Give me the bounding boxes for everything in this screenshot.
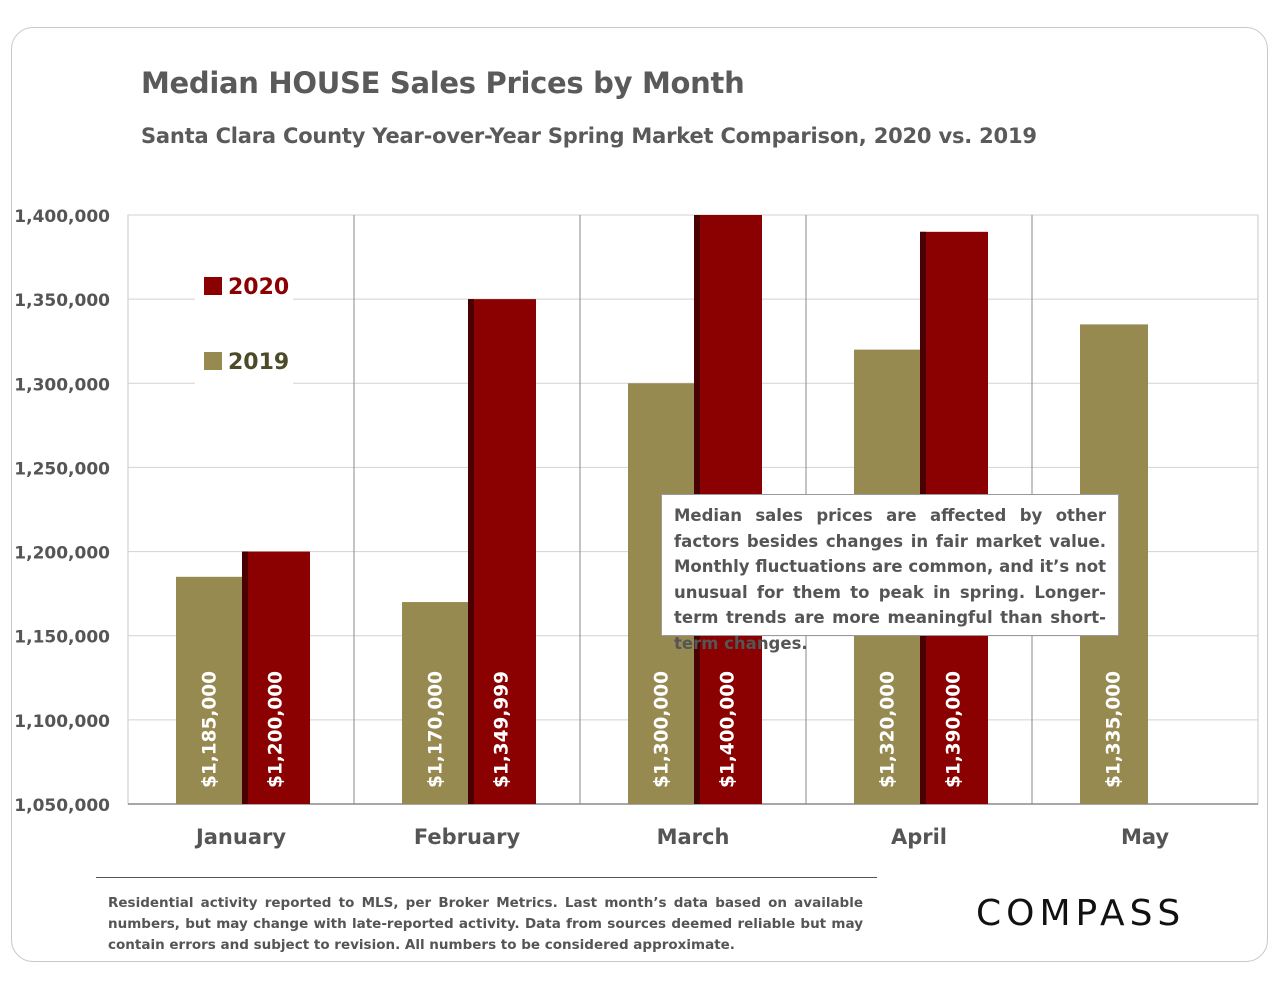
legend-label-2019: 2019 [228, 350, 289, 375]
legend-swatch-2020 [204, 277, 222, 295]
bar-2020-shade [468, 299, 474, 804]
bar-value-label: $1,335,000 [1104, 671, 1125, 788]
bar-2019 [402, 602, 470, 804]
bar-2019 [176, 576, 244, 804]
x-category-label: February [414, 825, 521, 849]
bar-value-label: $1,200,000 [266, 671, 287, 788]
bar-value-label: $1,185,000 [200, 671, 221, 788]
y-tick-label: 1,350,000 [14, 291, 110, 311]
y-tick-label: 1,100,000 [14, 712, 110, 732]
chart-subtitle: Santa Clara County Year-over-Year Spring… [141, 124, 1037, 148]
y-tick-label: 1,250,000 [14, 459, 110, 479]
y-tick-label: 1,050,000 [14, 796, 110, 816]
bar-2020 [468, 299, 536, 804]
y-tick-label: 1,300,000 [14, 375, 110, 395]
bar-value-label: $1,390,000 [944, 671, 965, 788]
chart-title: Median HOUSE Sales Prices by Month [141, 66, 745, 100]
y-tick-label: 1,400,000 [14, 207, 110, 227]
annotation-note: Median sales prices are affected by othe… [661, 494, 1119, 653]
y-tick-label: 1,150,000 [14, 628, 110, 648]
x-category-label: March [657, 825, 730, 849]
bar-2020 [242, 551, 310, 804]
footnote: Residential activity reported to MLS, pe… [108, 895, 863, 953]
bar-value-label: $1,300,000 [652, 671, 673, 788]
legend-label-2020: 2020 [228, 275, 289, 300]
bar-value-label: $1,320,000 [878, 671, 899, 788]
legend-swatch-2019 [204, 352, 222, 370]
bar-value-label: $1,170,000 [426, 671, 447, 788]
footnote-divider [96, 877, 877, 878]
x-category-label: January [194, 825, 286, 849]
bar-value-label: $1,400,000 [718, 671, 739, 788]
bar-value-label: $1,349,999 [492, 671, 513, 788]
bar-2020-shade [242, 551, 248, 804]
x-category-label: May [1121, 825, 1169, 849]
y-tick-label: 1,200,000 [14, 544, 110, 564]
x-category-label: April [891, 825, 947, 849]
compass-logo: COMPASS [976, 893, 1186, 934]
